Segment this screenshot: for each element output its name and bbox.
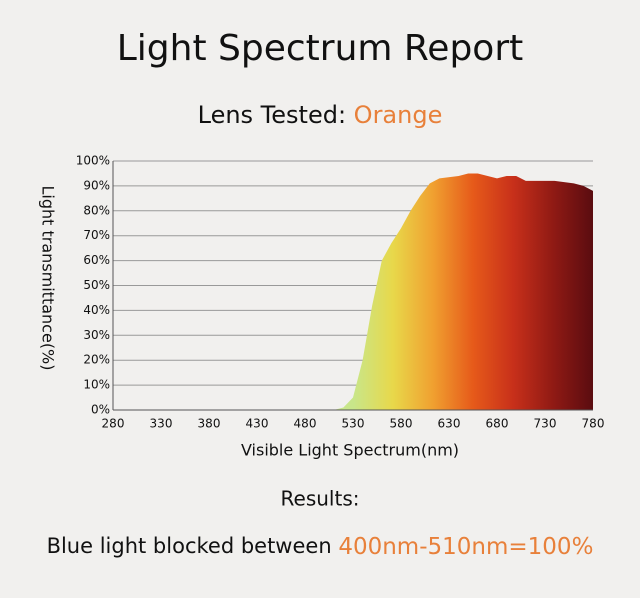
x-tick-label: 680 [486, 417, 509, 431]
area [113, 173, 593, 410]
y-tick-label: 80% [83, 203, 110, 217]
results-text: Blue light blocked between 400nm-510nm=1… [47, 534, 594, 560]
y-tick-label: 60% [83, 253, 110, 267]
y-tick-label: 40% [83, 303, 110, 317]
x-tick-label: 630 [438, 417, 461, 431]
x-axis-label: Visible Light Spectrum(nm) [241, 441, 459, 460]
x-tick-label: 330 [150, 417, 173, 431]
y-tick-label: 30% [83, 328, 110, 342]
y-axis-label: Light transmittance(%) [39, 186, 58, 371]
subtitle-label: Lens Tested: [198, 101, 346, 129]
x-tick-label: 530 [342, 417, 365, 431]
results-heading: Results: [281, 487, 360, 511]
y-tick-label: 50% [83, 278, 110, 292]
y-tick-label: 90% [83, 178, 110, 192]
lens-name: Orange [354, 101, 443, 129]
x-tick-label: 380 [198, 417, 221, 431]
results-label: Blue light blocked between [47, 534, 332, 558]
x-tick-label: 730 [534, 417, 557, 431]
y-tick-label: 70% [83, 228, 110, 242]
x-tick-label: 480 [294, 417, 317, 431]
x-tick-label: 280 [102, 417, 125, 431]
y-tick-label: 100% [76, 154, 110, 168]
y-tick-label: 20% [83, 353, 110, 367]
x-tick-label: 780 [582, 417, 605, 431]
x-tick-label: 430 [246, 417, 269, 431]
x-tick-label: 580 [390, 417, 413, 431]
chart-title: Light Spectrum Report [117, 28, 524, 69]
results-highlight: 400nm-510nm=100% [338, 534, 593, 560]
y-tick-label: 10% [83, 378, 110, 392]
y-tick-label: 0% [91, 403, 110, 417]
subtitle: Lens Tested: Orange [198, 101, 443, 129]
